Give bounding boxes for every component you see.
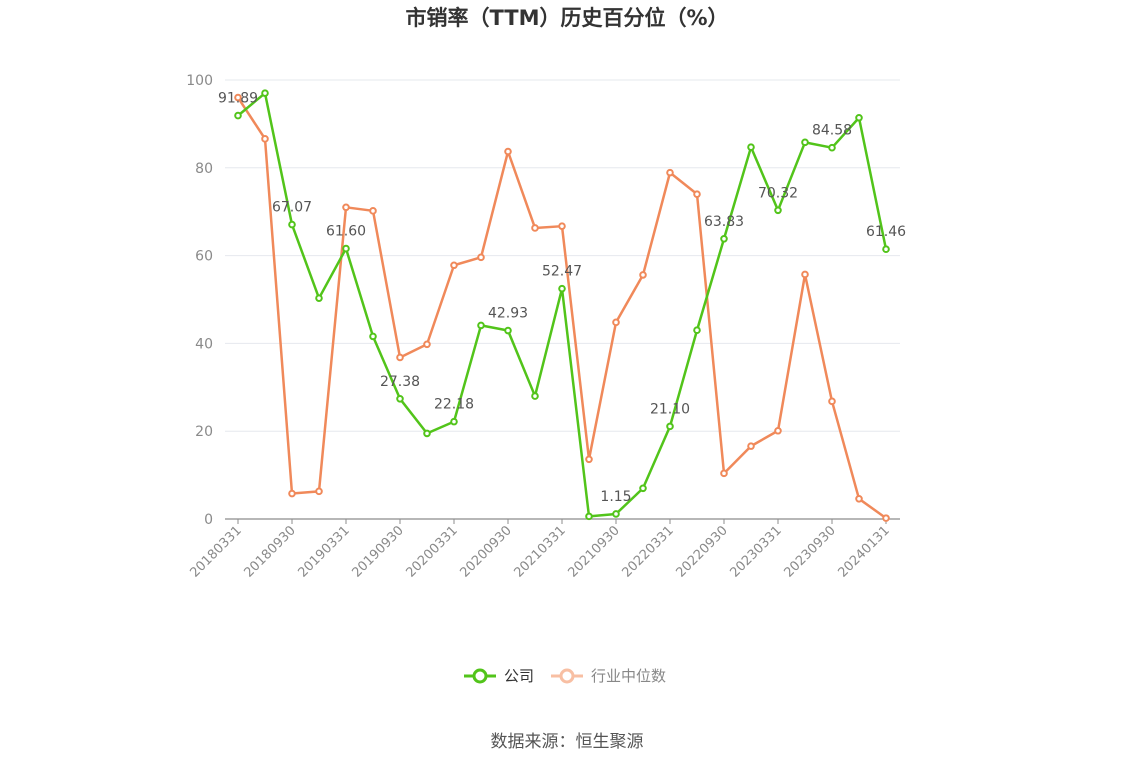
- data-label: 91.89: [218, 91, 258, 107]
- legend-item-company[interactable]: 公司: [464, 667, 534, 685]
- x-tick-label: 20190331: [295, 523, 352, 580]
- industry-point[interactable]: [585, 455, 593, 464]
- x-tick-label: 20240131: [835, 523, 892, 580]
- legend-industry-label: 行业中位数: [591, 667, 666, 685]
- company-point[interactable]: [612, 510, 620, 518]
- industry-point[interactable]: [396, 353, 404, 362]
- company-point[interactable]: [396, 395, 404, 403]
- data-label: 42.93: [488, 306, 528, 322]
- industry-point[interactable]: [504, 147, 512, 156]
- industry-point[interactable]: [882, 514, 890, 522]
- y-tick-label: 100: [186, 73, 213, 89]
- legend-industry-marker: [559, 668, 575, 684]
- company-point[interactable]: [315, 294, 323, 302]
- data-label: 21.10: [650, 401, 690, 417]
- data-label: 22.18: [434, 397, 474, 413]
- data-label: 27.38: [380, 374, 420, 390]
- company-point[interactable]: [558, 284, 566, 293]
- series-line-company: [237, 91, 888, 518]
- data-labels: 91.89 67.07 61.60 27.38 22.18 42.93 52.47 1.15 2…: [218, 91, 906, 505]
- industry-point[interactable]: [720, 469, 728, 478]
- company-point[interactable]: [342, 244, 350, 253]
- company-point[interactable]: [693, 326, 701, 335]
- x-tick-label: 20230930: [781, 523, 838, 580]
- x-tick-label: 20220331: [619, 523, 676, 580]
- industry-point[interactable]: [774, 426, 782, 435]
- axes: 0 20 40 60 80 100 2018033120180930201903312019…: [186, 73, 900, 581]
- company-point[interactable]: [423, 429, 431, 438]
- company-point[interactable]: [477, 321, 485, 330]
- legend-company-label: 公司: [504, 667, 534, 685]
- x-tick-label: 20180331: [187, 523, 244, 580]
- industry-point[interactable]: [342, 203, 350, 212]
- y-tick-label: 60: [195, 249, 213, 265]
- chart-title: 市销率（TTM）历史百分位（%）: [405, 6, 728, 30]
- x-tick-label: 20200331: [403, 523, 460, 580]
- x-tick-label: 20210930: [565, 523, 622, 580]
- industry-point[interactable]: [666, 168, 674, 177]
- data-label: 1.15: [600, 489, 631, 505]
- data-label: 70.32: [758, 185, 798, 201]
- data-label: 63.83: [704, 214, 744, 230]
- industry-point[interactable]: [855, 495, 863, 503]
- y-tick-label: 0: [204, 512, 213, 528]
- x-tick-label: 20230331: [727, 523, 784, 580]
- x-tick-label: 20200930: [457, 523, 514, 580]
- company-point[interactable]: [828, 143, 836, 152]
- industry-point[interactable]: [639, 271, 647, 279]
- company-point[interactable]: [666, 422, 674, 431]
- industry-point[interactable]: [261, 135, 269, 143]
- industry-point[interactable]: [828, 397, 836, 406]
- industry-point[interactable]: [369, 207, 377, 215]
- industry-point[interactable]: [801, 270, 809, 279]
- company-point[interactable]: [855, 113, 863, 122]
- industry-point[interactable]: [288, 489, 296, 498]
- company-point[interactable]: [801, 138, 809, 147]
- industry-point[interactable]: [693, 190, 701, 198]
- company-point[interactable]: [585, 512, 593, 521]
- x-tick-label: 20220930: [673, 523, 730, 580]
- series-layer: [234, 89, 890, 522]
- data-label: 61.46: [866, 224, 906, 240]
- y-tick-label: 40: [195, 336, 213, 352]
- company-point[interactable]: [531, 392, 539, 400]
- company-point[interactable]: [747, 143, 755, 151]
- company-point[interactable]: [261, 89, 269, 97]
- source-note: 数据来源：恒生聚源: [491, 732, 644, 752]
- company-point[interactable]: [450, 417, 458, 426]
- industry-point[interactable]: [315, 487, 323, 496]
- company-point[interactable]: [369, 332, 377, 341]
- y-tick-label: 80: [195, 161, 213, 177]
- grid-lines: [225, 79, 900, 432]
- company-point[interactable]: [504, 326, 512, 335]
- legend-company-marker: [472, 668, 488, 684]
- company-point[interactable]: [882, 245, 890, 253]
- company-point[interactable]: [288, 220, 296, 229]
- company-point[interactable]: [774, 206, 782, 215]
- series-line-industry: [236, 96, 887, 520]
- industry-point[interactable]: [450, 261, 458, 270]
- company-point[interactable]: [720, 234, 728, 243]
- legend[interactable]: 公司 行业中位数: [464, 667, 666, 685]
- industry-point[interactable]: [531, 224, 539, 232]
- industry-point[interactable]: [423, 340, 431, 349]
- industry-point[interactable]: [558, 222, 566, 230]
- company-point[interactable]: [639, 484, 647, 493]
- industry-point[interactable]: [234, 93, 242, 102]
- industry-point[interactable]: [747, 442, 755, 450]
- y-tick-label: 20: [195, 424, 213, 440]
- data-label: 61.60: [326, 224, 366, 240]
- x-tick-label: 20190930: [349, 523, 406, 580]
- data-label: 67.07: [272, 200, 312, 216]
- x-tick-label: 20210331: [511, 523, 568, 580]
- data-label: 52.47: [542, 264, 582, 280]
- industry-point[interactable]: [477, 253, 485, 262]
- x-tick-label: 20180930: [241, 523, 298, 580]
- industry-point[interactable]: [612, 318, 620, 327]
- company-point[interactable]: [234, 111, 242, 120]
- data-label: 84.58: [812, 123, 852, 139]
- legend-item-industry[interactable]: 行业中位数: [551, 667, 666, 685]
